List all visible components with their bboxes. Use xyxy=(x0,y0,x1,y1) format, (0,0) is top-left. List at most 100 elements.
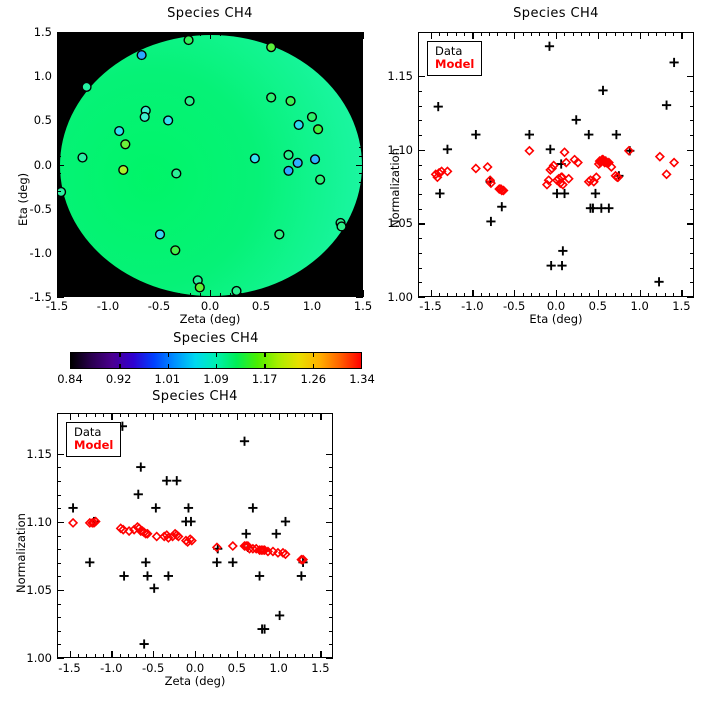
model-marker xyxy=(559,147,570,158)
ytick-minor xyxy=(418,90,422,92)
xtick-minor-top xyxy=(169,32,171,36)
model-marker xyxy=(159,531,170,542)
ytick-minor xyxy=(418,282,422,284)
model-marker xyxy=(600,156,611,167)
colorbar-tick xyxy=(264,364,266,368)
xtick-minor-top xyxy=(77,32,79,36)
ytick-minor xyxy=(418,164,422,166)
data-marker xyxy=(162,476,172,486)
xtick-minor-top xyxy=(547,32,549,36)
xtick-minor xyxy=(86,654,88,658)
xtick-minor-top xyxy=(447,32,449,36)
ytick-minor-right xyxy=(690,179,694,181)
ytick-label: 0.5 xyxy=(33,113,52,128)
map-point xyxy=(274,229,285,240)
ytick-minor xyxy=(57,235,61,237)
data-marker xyxy=(142,571,153,581)
ytick-minor xyxy=(57,244,61,245)
ytick-minor-right xyxy=(690,120,694,122)
ytick-minor xyxy=(57,85,61,86)
xtick-minor xyxy=(138,293,140,297)
xtick-minor xyxy=(352,293,354,297)
xtick-minor xyxy=(606,293,608,297)
data-marker xyxy=(585,203,596,213)
xtick-major-top xyxy=(430,32,432,39)
ytick-label: 1.15 xyxy=(26,446,52,461)
data-marker xyxy=(433,102,443,112)
data-marker xyxy=(275,610,285,621)
xtick-major xyxy=(320,651,322,658)
data-marker xyxy=(545,144,555,154)
ytick-minor-right xyxy=(690,267,694,269)
xtick-minor xyxy=(148,293,150,297)
ytick-label: 0.0 xyxy=(33,157,52,172)
ytick-minor xyxy=(57,576,61,578)
xtick-minor-top xyxy=(103,413,104,417)
data-marker xyxy=(588,203,598,213)
xtick-minor-top xyxy=(564,32,566,36)
model-marker xyxy=(551,175,563,186)
ytick-minor xyxy=(57,535,61,537)
model-marker xyxy=(442,166,453,177)
model-marker xyxy=(546,163,558,174)
xtick-minor xyxy=(547,293,549,297)
xtick-minor xyxy=(94,654,96,658)
xtick-label: -0.5 xyxy=(141,661,165,675)
ytick-minor xyxy=(57,288,61,290)
model-marker xyxy=(555,178,566,189)
xtick-minor-top xyxy=(270,413,272,417)
xtick-label: 1.5 xyxy=(311,661,330,675)
data-marker xyxy=(243,542,253,552)
ytick-major xyxy=(418,149,425,152)
xtick-minor xyxy=(228,654,230,658)
data-marker xyxy=(85,557,95,567)
ytick-minor xyxy=(57,67,61,69)
xtick-minor xyxy=(118,293,120,297)
ytick-minor-right xyxy=(359,85,363,86)
data-marker xyxy=(559,188,570,199)
xtick-major xyxy=(69,651,71,658)
xtick-minor xyxy=(631,293,633,297)
xtick-minor-top xyxy=(161,413,163,417)
xtick-major-top xyxy=(472,32,474,39)
data-marker xyxy=(486,216,496,227)
xtick-minor xyxy=(103,654,104,658)
xtick-minor xyxy=(271,293,273,297)
xtick-minor-top xyxy=(136,413,138,417)
data-marker xyxy=(571,115,581,125)
xtick-minor xyxy=(161,654,163,658)
xtick-minor-top xyxy=(572,32,574,36)
ytick-minor-right xyxy=(690,164,694,166)
model-marker xyxy=(482,161,493,173)
data-marker xyxy=(654,277,664,287)
model-marker xyxy=(170,528,181,539)
colorbar-tick-label: 0.84 xyxy=(57,372,83,386)
map-point xyxy=(283,149,294,161)
model-marker xyxy=(254,545,265,556)
model-marker xyxy=(129,524,140,535)
data-marker xyxy=(556,159,566,169)
data-marker xyxy=(611,129,621,140)
xtick-minor-top xyxy=(67,32,69,36)
xtick-minor-top xyxy=(480,32,482,36)
data-marker xyxy=(133,489,143,499)
model-marker xyxy=(256,545,267,556)
xtick-minor xyxy=(87,293,89,297)
xtick-minor-top xyxy=(648,32,649,36)
zeta-plot-xaxis-label: Zeta (deg) xyxy=(164,674,226,688)
xtick-label: -0.5 xyxy=(502,299,526,313)
xtick-label: 0.5 xyxy=(588,299,607,313)
xtick-minor xyxy=(169,654,171,658)
map-point xyxy=(184,95,195,107)
xtick-minor-top xyxy=(656,32,658,36)
xtick-minor-top xyxy=(118,32,120,36)
xtick-minor xyxy=(211,654,213,658)
xtick-minor-top xyxy=(220,32,222,36)
spatial-map-title: Species CH4 xyxy=(167,6,253,21)
ytick-major xyxy=(418,297,425,299)
xtick-minor-top xyxy=(287,413,288,417)
model-marker xyxy=(173,531,184,542)
model-marker xyxy=(595,157,606,168)
xtick-major-top xyxy=(111,413,113,420)
data-marker xyxy=(89,516,99,527)
